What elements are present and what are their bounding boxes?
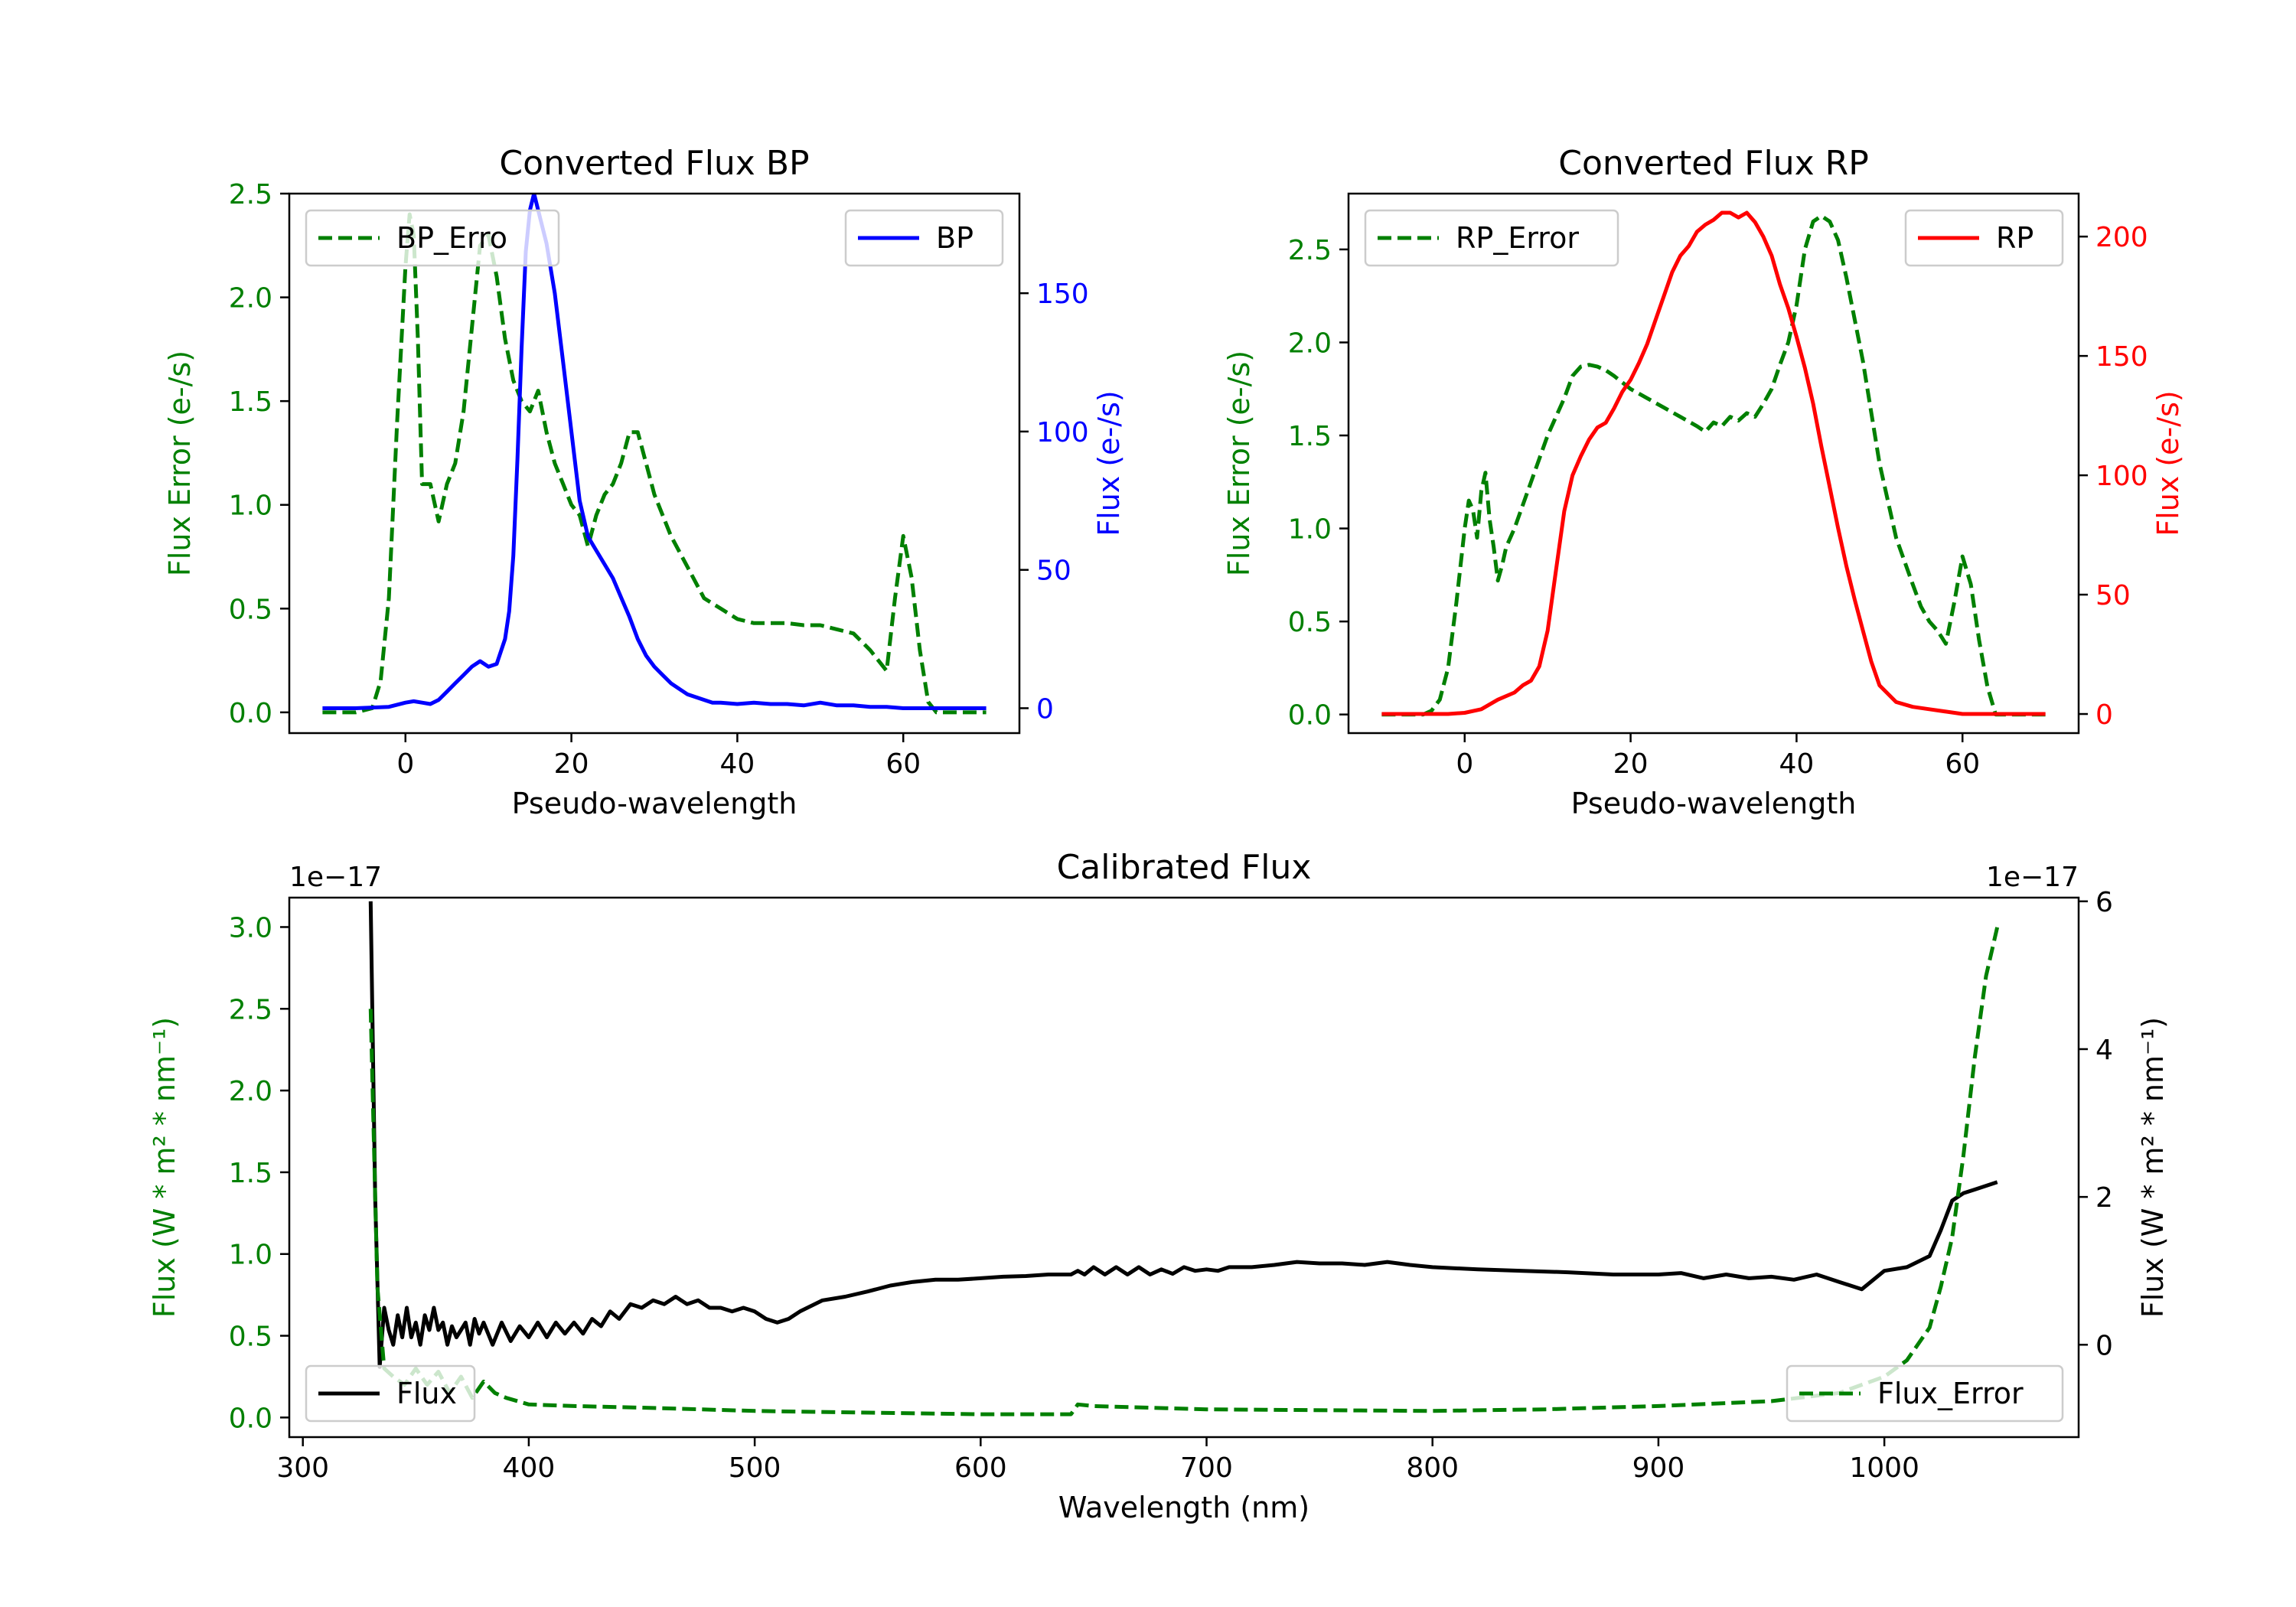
x-tick-label: 40 xyxy=(1779,748,1815,780)
legend-label: RP_Error xyxy=(1456,221,1579,255)
y-left-tick-label: 2.0 xyxy=(229,1076,272,1107)
legend-flux: RP xyxy=(1904,209,2064,267)
legend-label: BP_Erro xyxy=(396,221,507,255)
axes-frame xyxy=(288,192,1021,735)
y-right-tick-label: 100 xyxy=(1036,417,1089,448)
y-left-tick-label: 2.5 xyxy=(229,179,272,210)
y-left-tick-label: 0.5 xyxy=(229,594,272,625)
x-tick-label: 1000 xyxy=(1849,1452,1919,1484)
legend-error: BP_Erro xyxy=(305,209,560,267)
y-right-tick-label: 150 xyxy=(1036,279,1089,310)
legend-box xyxy=(305,209,560,267)
y-left-tick-label: 0.0 xyxy=(229,698,272,729)
x-tick-label: 20 xyxy=(1613,748,1649,780)
legend-label: BP xyxy=(936,221,974,255)
y-left-tick-label: 1.0 xyxy=(1288,514,1332,546)
axes-frame xyxy=(1347,192,2080,735)
legend-label: Flux_Error xyxy=(1877,1377,2024,1410)
y-right-tick-label: 50 xyxy=(1036,556,1071,587)
series-line-bp xyxy=(322,194,987,710)
y-right-axis-label: Flux (e-/s) xyxy=(2151,390,2185,536)
y-left-tick-label: 1.0 xyxy=(229,1240,272,1271)
y-left-tick-label: 1.5 xyxy=(1288,421,1332,452)
legend-flux: Flux xyxy=(305,1364,476,1423)
chart-rp: 0 20 40 60 0.0 0.5 1.0 1.5 2.0 2.5 0 50 100 150 200 Con… xyxy=(1222,144,2185,820)
x-tick-label: 20 xyxy=(554,748,589,780)
x-axis-label: Pseudo-wavelength xyxy=(1571,787,1857,820)
chart-bp: 0 20 40 60 0.0 0.5 1.0 1.5 2.0 2.5 0 50 100 150 Conver… xyxy=(163,144,1126,820)
y-right-tick-label: 6 xyxy=(2095,887,2113,918)
x-axis-label: Pseudo-wavelength xyxy=(512,787,797,820)
y-right-tick-label: 0 xyxy=(2095,1330,2113,1361)
y-left-tick-label: 0.5 xyxy=(229,1322,272,1353)
axes-frame xyxy=(288,896,2080,1439)
legend-box xyxy=(1364,209,1619,267)
x-tick-label: 700 xyxy=(1180,1452,1233,1484)
y-right-axis-label: Flux (W * m² * nm⁻¹) xyxy=(2136,1017,2170,1318)
x-tick-label: 40 xyxy=(720,748,755,780)
x-tick-label: 300 xyxy=(276,1452,329,1484)
y-right-tick-label: 0 xyxy=(1036,693,1054,725)
x-tick-label: 0 xyxy=(396,748,414,780)
y-left-tick-label: 2.0 xyxy=(229,283,272,315)
chart-cal: 300 400 500 600 700 800 900 1000 0.0 0.5 1.0 1.5 2.0… xyxy=(148,848,2170,1524)
series-line-rp xyxy=(1381,210,2046,716)
legend-box xyxy=(844,209,1004,267)
y-left-tick-label: 0.5 xyxy=(1288,607,1332,638)
y-left-offset-label: 1e−17 xyxy=(289,862,382,893)
y-left-tick-label: 0.0 xyxy=(229,1403,272,1434)
y-right-tick-label: 100 xyxy=(2095,461,2148,492)
x-axis-label: Wavelength (nm) xyxy=(1058,1491,1309,1524)
x-tick-label: 400 xyxy=(503,1452,556,1484)
y-left-tick-label: 2.5 xyxy=(1288,235,1332,266)
y-left-tick-label: 2.5 xyxy=(229,994,272,1025)
series-line-bp-error xyxy=(322,212,987,715)
y-left-axis-label: Flux (W * m² * nm⁻¹) xyxy=(148,1017,181,1318)
series-line-rp-error xyxy=(1381,214,2046,717)
legend-error: RP_Error xyxy=(1364,209,1619,267)
legend-flux: BP xyxy=(844,209,1004,267)
legend-box xyxy=(1786,1364,2064,1423)
chart-title: Converted Flux BP xyxy=(499,144,809,183)
series-line-flux-error xyxy=(368,926,2000,1416)
y-left-tick-label: 2.0 xyxy=(1288,328,1332,359)
legend-flux-error: Flux_Error xyxy=(1786,1364,2064,1423)
legend-label: Flux xyxy=(396,1377,457,1410)
x-tick-label: 900 xyxy=(1632,1452,1685,1484)
y-right-axis-label: Flux (e-/s) xyxy=(1092,390,1126,536)
x-tick-label: 0 xyxy=(1456,748,1473,780)
y-left-tick-label: 3.0 xyxy=(229,912,272,944)
y-left-tick-label: 1.0 xyxy=(229,491,272,522)
legend-label: RP xyxy=(1996,221,2033,255)
x-tick-label: 800 xyxy=(1406,1452,1459,1484)
y-left-axis-label: Flux Error (e-/s) xyxy=(1222,350,1256,576)
chart-title: Converted Flux RP xyxy=(1558,144,1869,183)
y-right-tick-label: 4 xyxy=(2095,1035,2113,1066)
y-left-tick-label: 0.0 xyxy=(1288,700,1332,732)
x-tick-label: 60 xyxy=(1945,748,1980,780)
y-right-tick-label: 0 xyxy=(2095,699,2113,731)
legend-box xyxy=(1904,209,2064,267)
y-left-axis-label: Flux Error (e-/s) xyxy=(163,350,197,576)
chart-title: Calibrated Flux xyxy=(1057,848,1312,887)
y-left-tick-label: 1.5 xyxy=(229,386,272,418)
x-tick-label: 60 xyxy=(885,748,921,780)
x-tick-label: 600 xyxy=(954,1452,1007,1484)
legend-box xyxy=(305,1364,476,1423)
y-right-tick-label: 2 xyxy=(2095,1182,2113,1214)
y-right-tick-label: 200 xyxy=(2095,222,2148,253)
y-right-tick-label: 50 xyxy=(2095,580,2131,611)
x-tick-label: 500 xyxy=(729,1452,781,1484)
series-line-flux xyxy=(368,901,1998,1369)
y-right-tick-label: 150 xyxy=(2095,341,2148,373)
y-left-tick-label: 1.5 xyxy=(229,1158,272,1189)
y-right-offset-label: 1e−17 xyxy=(1986,862,2079,893)
